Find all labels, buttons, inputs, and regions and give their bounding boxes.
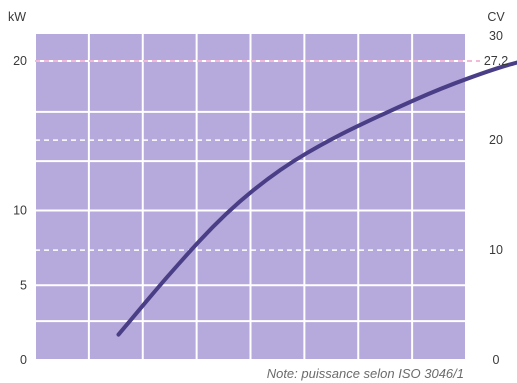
right-axis-unit: CV [487, 10, 505, 24]
axis-labels: kW 0 5 10 20 CV 30 0 10 20 27.2 [8, 10, 508, 367]
left-tick-label: 10 [13, 204, 27, 218]
right-tick-label: 20 [489, 133, 503, 147]
left-tick-label: 5 [20, 278, 27, 292]
left-tick-label: 20 [13, 54, 27, 68]
power-curve-line [116, 60, 517, 337]
right-tick-label: 0 [493, 353, 500, 367]
right-top-label: 30 [489, 29, 503, 43]
right-tick-label: 10 [489, 243, 503, 257]
power-curve [116, 60, 517, 337]
left-axis-unit: kW [8, 10, 26, 24]
chart-note: Note: puissance selon ISO 3046/1 [267, 366, 464, 381]
right-tick-label: 27.2 [484, 54, 508, 68]
grid-lines [34, 32, 467, 361]
cv-guide-lines [35, 60, 480, 251]
left-tick-label: 0 [20, 353, 27, 367]
